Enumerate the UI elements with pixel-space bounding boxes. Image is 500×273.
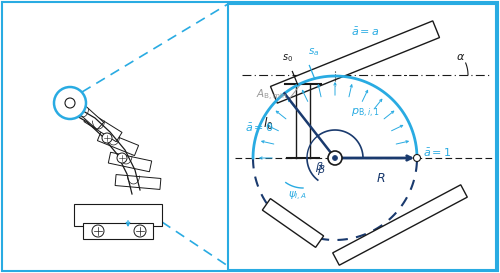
Text: $\bar{a}=a$: $\bar{a}=a$ (350, 26, 380, 38)
Circle shape (117, 153, 127, 163)
Text: $l_0$: $l_0$ (263, 116, 273, 132)
FancyBboxPatch shape (228, 4, 496, 270)
Polygon shape (70, 98, 104, 130)
Circle shape (134, 225, 146, 237)
Text: $\psi_{i,A}$: $\psi_{i,A}$ (288, 190, 308, 203)
Polygon shape (84, 112, 122, 142)
Circle shape (102, 133, 112, 143)
Polygon shape (270, 21, 440, 103)
Polygon shape (332, 185, 468, 265)
Polygon shape (115, 174, 161, 189)
Polygon shape (108, 152, 152, 172)
Circle shape (414, 155, 420, 162)
Circle shape (328, 151, 342, 165)
Text: $s_a$: $s_a$ (308, 46, 320, 58)
Text: $\beta$: $\beta$ (315, 160, 324, 174)
Polygon shape (98, 130, 138, 156)
Circle shape (54, 87, 86, 119)
Text: $p_{{\rm B},i,1}$: $p_{{\rm B},i,1}$ (350, 106, 380, 120)
Text: $\bar{a}=0$: $\bar{a}=0$ (245, 122, 274, 134)
Circle shape (65, 98, 75, 108)
FancyBboxPatch shape (2, 2, 498, 271)
Text: $A_{\rm B,min}$: $A_{\rm B,min}$ (256, 88, 288, 103)
Text: $R$: $R$ (376, 172, 386, 185)
Polygon shape (74, 204, 162, 226)
Text: $s_0$: $s_0$ (282, 52, 292, 64)
Circle shape (92, 225, 104, 237)
Circle shape (332, 156, 338, 161)
Text: $\alpha$: $\alpha$ (456, 52, 465, 62)
Polygon shape (262, 199, 324, 247)
Text: $\bar{a}=1$: $\bar{a}=1$ (423, 147, 452, 159)
Text: $\beta$: $\beta$ (317, 163, 326, 177)
Polygon shape (83, 223, 153, 239)
